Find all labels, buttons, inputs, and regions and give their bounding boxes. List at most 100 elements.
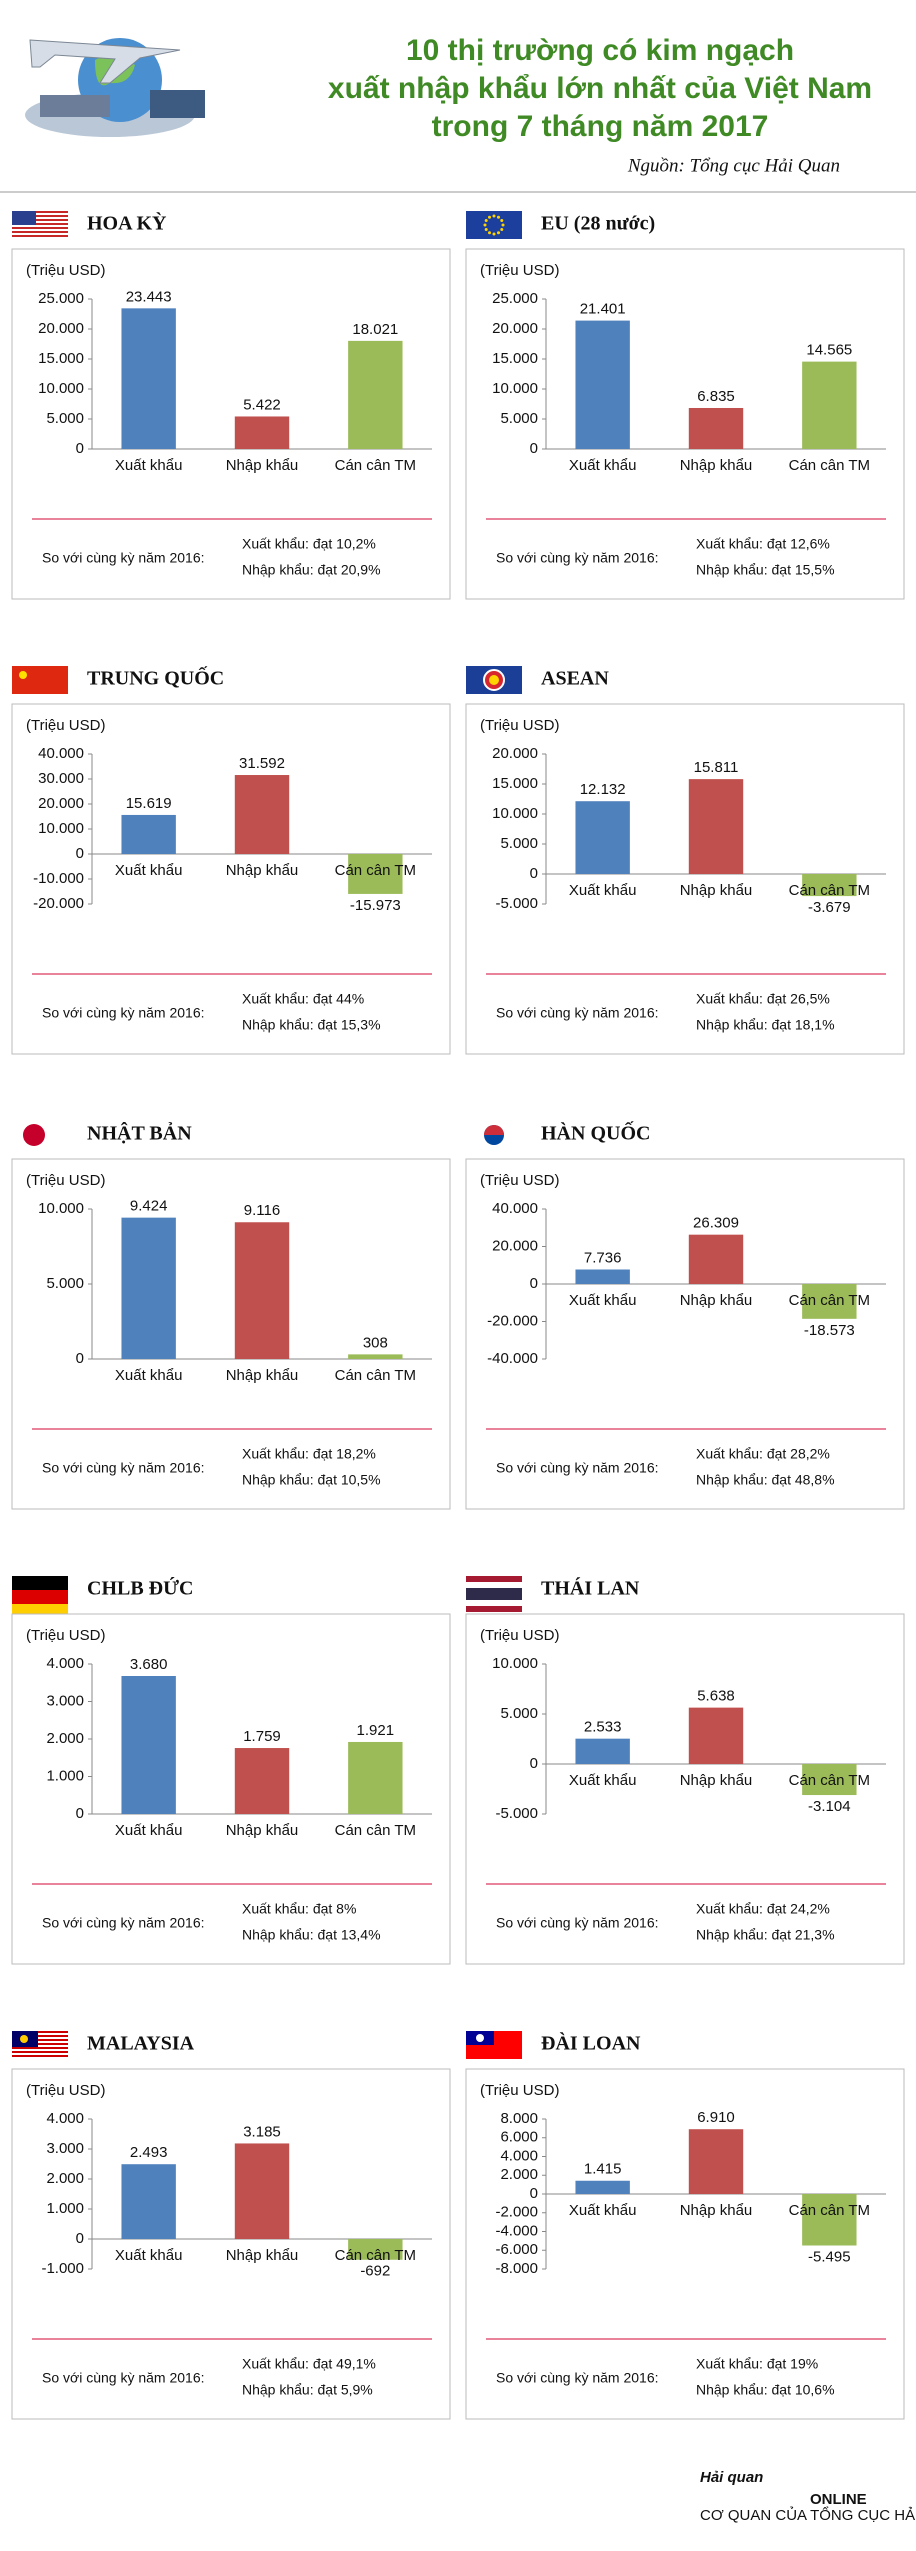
flag-part <box>484 228 488 231</box>
bar <box>121 814 176 854</box>
bar <box>348 1354 403 1359</box>
value-label: -3.104 <box>808 1798 851 1815</box>
flag <box>466 1121 522 1149</box>
x-tick-label: Cán cân TM <box>789 2202 870 2219</box>
x-tick-label: Nhập khẩu <box>226 457 299 474</box>
value-label: 3.680 <box>130 1656 168 1673</box>
value-label: 1.415 <box>584 2161 622 2178</box>
flag-part <box>484 1125 504 1135</box>
y-tick-label: 5.000 <box>500 410 538 427</box>
y-tick-label: -20.000 <box>487 1312 538 1329</box>
x-tick-label: Nhập khẩu <box>680 882 753 899</box>
note: Xuất khẩu: đạt 12,6% <box>696 536 830 552</box>
x-tick-label: Xuất khẩu <box>569 1772 637 1789</box>
y-tick-label: 40.000 <box>38 745 84 762</box>
flag-part <box>12 223 68 225</box>
y-axis-label: (Triệu USD) <box>480 2082 559 2099</box>
bar <box>575 1738 630 1764</box>
y-tick-label: 15.000 <box>38 350 84 367</box>
x-tick-label: Cán cân TM <box>789 1772 870 1789</box>
bar <box>575 1269 630 1284</box>
value-label: -692 <box>360 2263 390 2280</box>
x-tick-label: Cán cân TM <box>335 457 416 474</box>
y-tick-label: 10.000 <box>492 1655 538 1672</box>
chart-title: ASEAN <box>541 668 609 690</box>
flag-part <box>492 232 496 236</box>
note: Nhập khẩu: đạt 48,8% <box>696 1472 835 1488</box>
flag-part <box>23 1124 45 1146</box>
value-label: 9.116 <box>244 1202 280 1219</box>
page-title: xuất nhập khẩu lớn nhất của Việt Nam <box>328 72 872 105</box>
bar <box>234 416 290 449</box>
x-tick-label: Nhập khẩu <box>226 1367 299 1384</box>
value-label: 14.565 <box>806 342 852 359</box>
value-label: 18.021 <box>352 321 398 338</box>
flag-part <box>466 1588 522 1600</box>
y-tick-label: -5.000 <box>495 895 538 912</box>
x-tick-label: Xuất khẩu <box>115 2247 183 2264</box>
note: Xuất khẩu: đạt 24,2% <box>696 1901 830 1917</box>
bar <box>234 2143 290 2239</box>
flag-part <box>12 2043 68 2045</box>
y-tick-label: 0 <box>76 845 84 862</box>
chart-title: HÀN QUỐC <box>541 1121 650 1145</box>
y-tick-label: 20.000 <box>38 795 84 812</box>
flag-part <box>500 228 504 231</box>
note: Nhập khẩu: đạt 15,3% <box>242 1017 381 1033</box>
x-tick-label: Xuất khẩu <box>569 2202 637 2219</box>
y-axis-label: (Triệu USD) <box>26 717 105 734</box>
bar <box>234 1748 290 1814</box>
page-title: trong 7 tháng năm 2017 <box>432 110 769 143</box>
y-tick-label: 2.000 <box>46 2170 84 2187</box>
panel <box>465 1158 905 1510</box>
y-tick-label: 10.000 <box>38 380 84 397</box>
y-tick-label: 40.000 <box>492 1200 538 1217</box>
note: Xuất khẩu: đạt 49,1% <box>242 2356 376 2372</box>
y-tick-label: -2.000 <box>495 2204 538 2221</box>
flag-part <box>489 675 499 685</box>
x-tick-label: Xuất khẩu <box>115 457 183 474</box>
x-tick-label: Nhập khẩu <box>680 457 753 474</box>
flag-part <box>501 223 505 227</box>
flag-part <box>484 219 488 222</box>
chart-title: ĐÀI LOAN <box>541 2032 641 2055</box>
y-tick-label: 5.000 <box>500 835 538 852</box>
y-tick-label: 25.000 <box>38 290 84 307</box>
y-tick-label: 4.000 <box>46 1655 84 1672</box>
y-tick-label: 4.000 <box>500 2147 538 2164</box>
x-tick-label: Cán cân TM <box>335 2247 416 2264</box>
value-label: 15.811 <box>694 759 739 776</box>
value-label: 31.592 <box>239 755 285 772</box>
flag <box>12 666 68 694</box>
flag-part <box>466 1576 522 1582</box>
flag-part <box>497 215 500 219</box>
value-label: 2.533 <box>584 1719 622 1736</box>
flag <box>466 666 522 694</box>
x-tick-label: Nhập khẩu <box>226 2247 299 2264</box>
bar <box>802 1284 857 1319</box>
bar <box>234 1222 290 1359</box>
comparison: So với cùng kỳ năm 2016: <box>42 2370 205 2386</box>
value-label: 7.736 <box>584 1249 622 1266</box>
y-axis-label: (Triệu USD) <box>26 1627 105 1644</box>
x-tick-label: Cán cân TM <box>335 1367 416 1384</box>
y-tick-label: 15.000 <box>492 350 538 367</box>
chart-title: NHẬT BẢN <box>87 1122 192 1145</box>
value-label: 2.493 <box>130 2144 168 2161</box>
value-label: 6.835 <box>697 388 735 405</box>
x-tick-label: Nhập khẩu <box>226 862 299 879</box>
chart-title: HOA KỲ <box>87 212 167 235</box>
y-tick-label: 0 <box>530 1275 538 1292</box>
x-tick-label: Xuất khẩu <box>569 1292 637 1309</box>
flag-part <box>12 1576 68 1590</box>
bar <box>688 779 744 874</box>
flag-part <box>12 227 68 229</box>
chart-title: THÁI LAN <box>541 1577 640 1600</box>
flag-part <box>12 2055 68 2057</box>
flag-part <box>12 2051 68 2053</box>
bar <box>802 1764 857 1796</box>
x-tick-label: Xuất khẩu <box>115 1367 183 1384</box>
note: Xuất khẩu: đạt 26,5% <box>696 991 830 1007</box>
y-tick-label: 4.000 <box>46 2110 84 2127</box>
